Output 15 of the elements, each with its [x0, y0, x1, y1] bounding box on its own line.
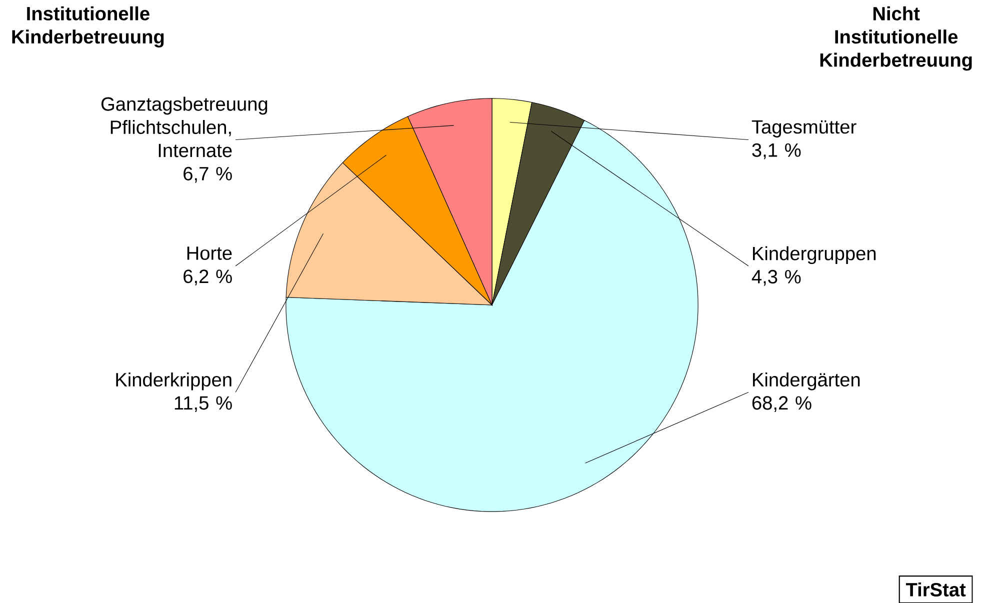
slice-label: Horte [187, 246, 232, 260]
slice-label: Kindergruppen [753, 246, 876, 264]
data-label: 11,5 % [174, 396, 232, 412]
data-label: 68,2 % [752, 396, 812, 412]
text: Nicht Institutionelle Kinderbetreuung [820, 6, 972, 70]
slice-label: Kindergärten [753, 372, 860, 390]
text: Institutionelle Kinderbetreuung [12, 6, 164, 48]
slice-label: Tagesmütter [752, 120, 856, 138]
data-label: 6,2 % [184, 269, 232, 286]
text: TirStat [906, 582, 966, 596]
slice-label: Ganztagsbetreuung Pflichtschulen, Internate [101, 96, 268, 158]
data-label: 6,7 % [184, 166, 232, 182]
data-label: 3,1 % [752, 143, 801, 159]
data-label: 4,3 % [752, 270, 801, 286]
slice-label: Kinderkrippen [116, 372, 232, 390]
